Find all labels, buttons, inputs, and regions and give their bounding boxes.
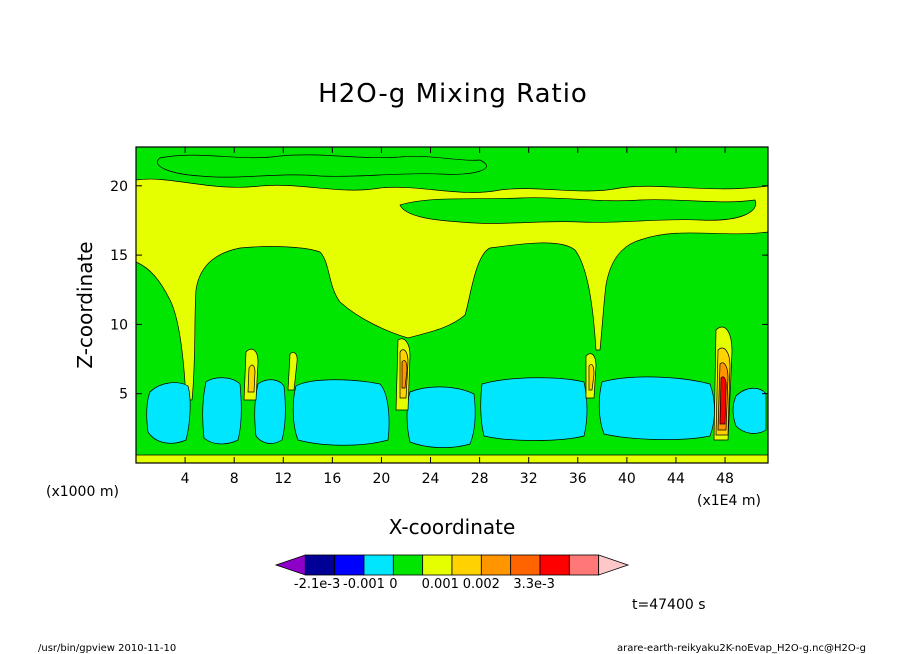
colorbar-label: -2.1e-3 [294,577,340,592]
colorbar-cell [510,554,541,576]
colorbar-cell [568,554,600,576]
contour-yellow-bottom [135,454,769,464]
colorbar-cell [392,554,424,576]
colorbar-label: 0.001 [422,577,459,592]
x-tick-label: 24 [422,471,440,487]
colorbar-label: -0.001 [343,577,385,592]
colorbar-cell [363,554,394,576]
x-axis-label: X-coordinate [389,515,516,539]
colorbar-label: 0 [389,577,397,592]
x-tick-label: 44 [667,471,685,487]
contour-yellow-upper [135,178,769,401]
x-tick-label: 8 [230,471,239,487]
contour-plot-area [135,146,769,464]
colorbar-cell [422,554,453,576]
x-tick-label: 20 [373,471,391,487]
x-tick-label: 12 [274,471,292,487]
x-unit-right: (x1E4 m) [697,493,761,509]
colorbar-cell [480,554,512,576]
colorbar-cell [274,554,306,576]
colorbar-cell [334,554,365,576]
colorbar-cell [304,554,336,576]
colorbar-cell [598,554,630,576]
colorbar-cell [451,554,482,576]
x-tick-label: 40 [618,471,636,487]
colorbar-label: 0.002 [463,577,500,592]
footer-right: arare-earth-reikyaku2K-noEvap_H2O-g.nc@H… [617,643,866,654]
y-axis-ticks: 5 10 15 20 [110,179,768,403]
x-tick-label: 32 [520,471,538,487]
y-tick-label: 5 [119,387,128,403]
y-tick-label: 10 [110,317,128,333]
x-tick-label: 4 [181,471,190,487]
time-label: t=47400 s [632,597,706,613]
y-tick-label: 15 [110,248,128,264]
x-tick-label: 16 [323,471,341,487]
contour-cyan-blocks [146,376,767,448]
x-tick-label: 28 [471,471,489,487]
footer-left: /usr/bin/gpview 2010-11-10 [38,643,176,654]
y-axis-label: Z-coordinate [73,241,97,368]
colorbar-label: 3.3e-3 [513,577,555,592]
x-axis-ticks: 4 8 12 16 20 24 28 32 36 40 44 48 [181,147,734,487]
contour-positive-columns [243,326,733,441]
x-tick-label: 36 [569,471,587,487]
chart-title: H2O-g Mixing Ratio [318,79,588,109]
y-tick-label: 20 [110,179,128,195]
x-tick-label: 48 [716,471,734,487]
colorbar-cell [539,554,570,576]
contour-green-upper-patch [399,197,757,224]
contour-green-top-patch [157,154,487,178]
plot-frame [135,146,769,464]
colorbar: -2.1e-3 -0.001 0 0.001 0.002 3.3e-3 [274,554,630,592]
x-unit-left: (x1000 m) [46,484,119,500]
